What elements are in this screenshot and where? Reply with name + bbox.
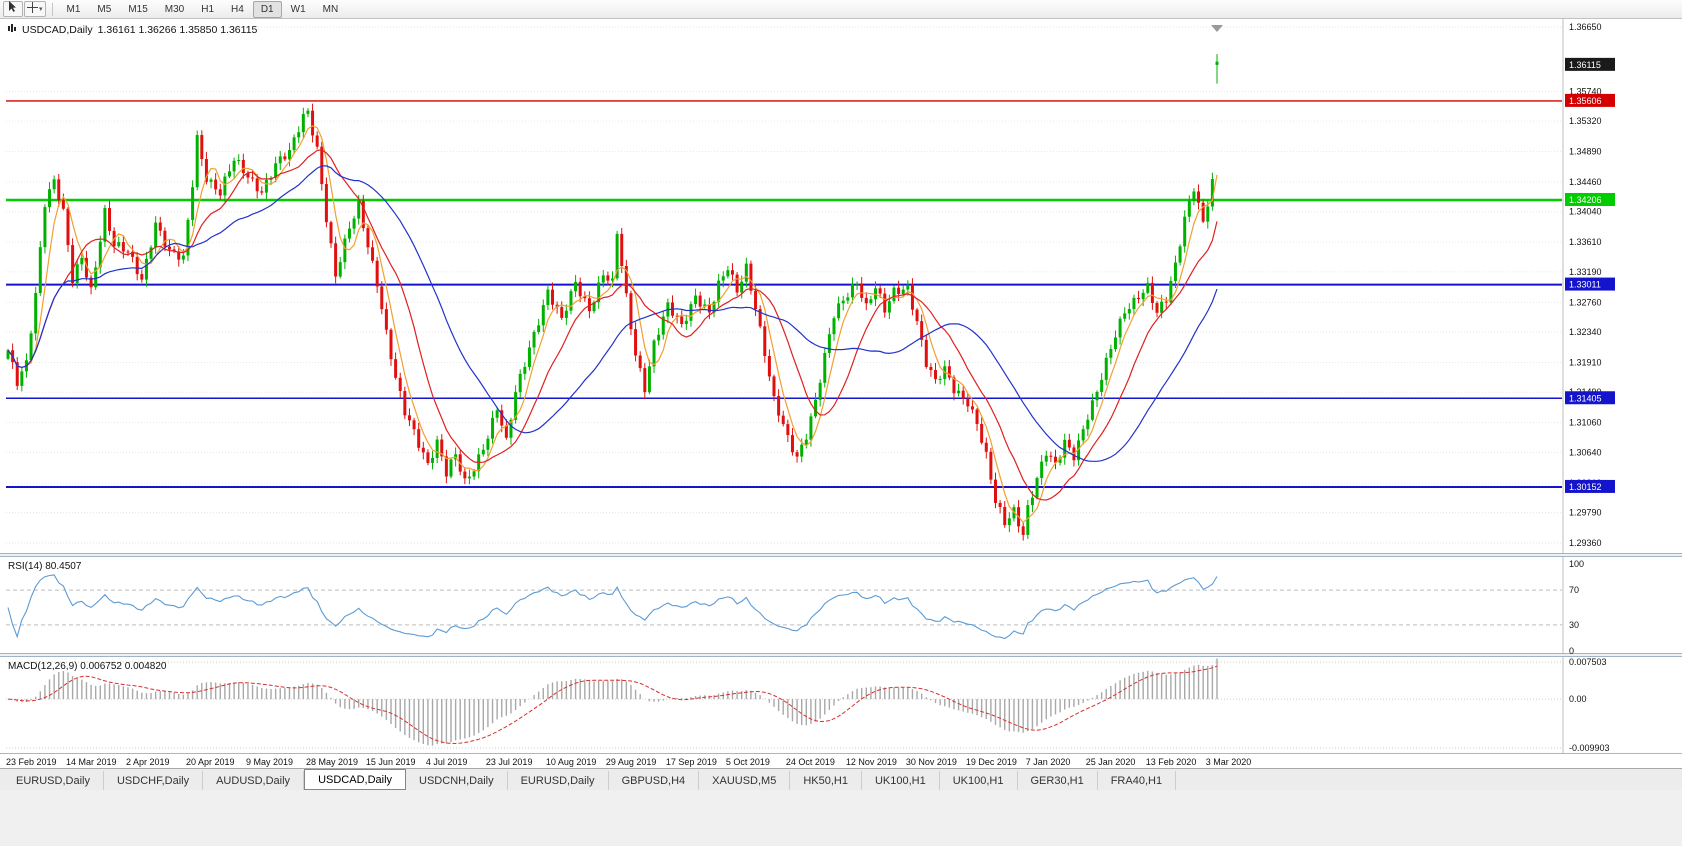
chart-tab-6-gbpusd-h4[interactable]: GBPUSD,H4 bbox=[609, 771, 700, 790]
svg-text:100: 100 bbox=[1569, 559, 1584, 569]
timeframe-button-m15[interactable]: M15 bbox=[128, 3, 148, 15]
svg-text:1.33610: 1.33610 bbox=[1569, 237, 1602, 247]
svg-text:1.30152: 1.30152 bbox=[1569, 482, 1602, 492]
svg-text:1.34890: 1.34890 bbox=[1569, 147, 1602, 157]
svg-text:1.33011: 1.33011 bbox=[1569, 280, 1601, 290]
timeframe-button-d1[interactable]: D1 bbox=[252, 0, 282, 18]
chart-tab-5-eurusd-daily[interactable]: EURUSD,Daily bbox=[508, 771, 609, 790]
chart-title: USDCAD,Daily 1.36161 1.36266 1.35850 1.3… bbox=[7, 23, 257, 36]
svg-text:20 Apr 2019: 20 Apr 2019 bbox=[186, 757, 235, 767]
svg-text:9 May 2019: 9 May 2019 bbox=[246, 757, 293, 767]
svg-text:0.007503: 0.007503 bbox=[1569, 657, 1607, 667]
svg-text:1.34206: 1.34206 bbox=[1569, 195, 1602, 205]
svg-text:1.32760: 1.32760 bbox=[1569, 297, 1602, 307]
chart-tab-9-uk100-h1[interactable]: UK100,H1 bbox=[862, 771, 940, 790]
svg-text:23 Jul 2019: 23 Jul 2019 bbox=[486, 757, 533, 767]
svg-text:1.34040: 1.34040 bbox=[1569, 207, 1602, 217]
dropdown-caret-icon: ▾ bbox=[39, 6, 43, 13]
svg-text:70: 70 bbox=[1569, 585, 1579, 595]
svg-text:24 Oct 2019: 24 Oct 2019 bbox=[786, 757, 835, 767]
svg-text:23 Feb 2019: 23 Feb 2019 bbox=[6, 757, 57, 767]
svg-text:MACD(12,26,9) 0.006752 0.00482: MACD(12,26,9) 0.006752 0.004820 bbox=[8, 661, 167, 672]
chart-tab-4-usdcnh-daily[interactable]: USDCNH,Daily bbox=[406, 771, 508, 790]
svg-text:4 Jul 2019: 4 Jul 2019 bbox=[426, 757, 468, 767]
crosshair-tool-button[interactable]: ▾ bbox=[24, 1, 46, 17]
ma-30-line bbox=[7, 165, 1218, 462]
svg-text:10 Aug 2019: 10 Aug 2019 bbox=[546, 757, 597, 767]
svg-text:1.35320: 1.35320 bbox=[1569, 116, 1602, 126]
timeframe-button-w1[interactable]: W1 bbox=[290, 3, 306, 15]
toolbar-separator bbox=[51, 2, 53, 16]
svg-text:0.00: 0.00 bbox=[1569, 694, 1587, 704]
chart-tab-10-uk100-h1[interactable]: UK100,H1 bbox=[940, 771, 1018, 790]
timeframe-button-m30[interactable]: M30 bbox=[164, 3, 185, 15]
svg-text:3 Mar 2020: 3 Mar 2020 bbox=[1206, 757, 1252, 767]
svg-text:15 Jun 2019: 15 Jun 2019 bbox=[366, 757, 416, 767]
chart-tab-2-audusd-daily[interactable]: AUDUSD,Daily bbox=[203, 771, 305, 790]
svg-text:25 Jan 2020: 25 Jan 2020 bbox=[1086, 757, 1136, 767]
svg-text:5 Oct 2019: 5 Oct 2019 bbox=[726, 757, 770, 767]
svg-text:1.33190: 1.33190 bbox=[1569, 267, 1602, 277]
svg-text:1.29790: 1.29790 bbox=[1569, 508, 1602, 518]
svg-text:1.31910: 1.31910 bbox=[1569, 358, 1602, 368]
svg-text:1.36650: 1.36650 bbox=[1569, 22, 1602, 32]
timeframe-button-mn[interactable]: MN bbox=[322, 3, 339, 15]
crosshair-icon bbox=[27, 0, 38, 18]
candles-layer bbox=[6, 54, 1219, 541]
svg-text:28 May 2019: 28 May 2019 bbox=[306, 757, 358, 767]
svg-text:1.35740: 1.35740 bbox=[1569, 86, 1602, 96]
svg-text:1.31060: 1.31060 bbox=[1569, 418, 1602, 428]
svg-text:0: 0 bbox=[1569, 646, 1574, 656]
svg-text:17 Sep 2019: 17 Sep 2019 bbox=[666, 757, 717, 767]
svg-text:1.30640: 1.30640 bbox=[1569, 447, 1602, 457]
chart-symbol-period: USDCAD,Daily bbox=[22, 23, 93, 36]
status-strip bbox=[0, 790, 1682, 846]
svg-text:1.31405: 1.31405 bbox=[1569, 393, 1602, 403]
price-chart[interactable]: 1.36650 1.35740 1.35320 1.34890 1.34460 1.340… bbox=[0, 19, 1682, 768]
timeframe-button-h1[interactable]: H1 bbox=[201, 3, 215, 15]
chart-tab-0-eurusd-daily[interactable]: EURUSD,Daily bbox=[3, 771, 104, 790]
chart-ohlc-values: 1.36161 1.36266 1.35850 1.36115 bbox=[97, 23, 258, 36]
chart-tab-11-ger30-h1[interactable]: GER30,H1 bbox=[1018, 771, 1098, 790]
toolbar: ▾ M1 M5 M15 M30 H1 H4 D1 W1 MN bbox=[0, 0, 1682, 19]
chart-tab-3-usdcad-daily[interactable]: USDCAD,Daily bbox=[304, 769, 407, 790]
svg-text:30: 30 bbox=[1569, 620, 1579, 630]
svg-text:29 Aug 2019: 29 Aug 2019 bbox=[606, 757, 657, 767]
svg-text:2 Apr 2019: 2 Apr 2019 bbox=[126, 757, 170, 767]
chart-tab-bar: EURUSD,Daily USDCHF,Daily AUDUSD,Daily USDC… bbox=[0, 768, 1682, 790]
shift-marker-icon bbox=[1211, 25, 1223, 32]
chart-tab-12-fra40-h1[interactable]: FRA40,H1 bbox=[1098, 771, 1177, 790]
timeframe-button-h4[interactable]: H4 bbox=[231, 3, 244, 15]
chart-tab-7-xauusd-m5[interactable]: XAUUSD,M5 bbox=[699, 771, 791, 790]
svg-text:13 Feb 2020: 13 Feb 2020 bbox=[1146, 757, 1197, 767]
chart-tab-1-usdchf-daily[interactable]: USDCHF,Daily bbox=[104, 771, 204, 790]
svg-text:12 Nov 2019: 12 Nov 2019 bbox=[846, 757, 897, 767]
rsi-line bbox=[7, 574, 1218, 640]
svg-text:RSI(14) 80.4507: RSI(14) 80.4507 bbox=[8, 561, 82, 572]
chart-tab-8-hk50-h1[interactable]: HK50,H1 bbox=[790, 771, 862, 790]
svg-text:1.34460: 1.34460 bbox=[1569, 177, 1602, 187]
svg-text:1.29360: 1.29360 bbox=[1569, 538, 1602, 548]
timeframe-button-m1[interactable]: M1 bbox=[66, 3, 81, 15]
ma-13-line bbox=[7, 149, 1218, 501]
cursor-tool-button[interactable] bbox=[3, 1, 23, 17]
svg-text:-0.009903: -0.009903 bbox=[1569, 743, 1610, 753]
svg-text:30 Nov 2019: 30 Nov 2019 bbox=[906, 757, 957, 767]
timeframe-button-m5[interactable]: M5 bbox=[97, 3, 112, 15]
ma-5-line bbox=[7, 125, 1218, 524]
svg-text:7 Jan 2020: 7 Jan 2020 bbox=[1026, 757, 1071, 767]
svg-text:14 Mar 2019: 14 Mar 2019 bbox=[66, 757, 117, 767]
chart-icon bbox=[7, 23, 17, 36]
svg-text:1.32340: 1.32340 bbox=[1569, 327, 1602, 337]
cursor-icon bbox=[8, 0, 18, 18]
svg-text:19 Dec 2019: 19 Dec 2019 bbox=[966, 757, 1017, 767]
macd-signal-line bbox=[7, 665, 1218, 745]
svg-text:1.36115: 1.36115 bbox=[1569, 60, 1601, 70]
chart-window: USDCAD,Daily 1.36161 1.36266 1.35850 1.3… bbox=[0, 19, 1682, 768]
svg-text:1.35606: 1.35606 bbox=[1569, 96, 1602, 106]
timeframe-toolbar: M1 M5 M15 M30 H1 H4 D1 W1 MN bbox=[59, 0, 347, 18]
